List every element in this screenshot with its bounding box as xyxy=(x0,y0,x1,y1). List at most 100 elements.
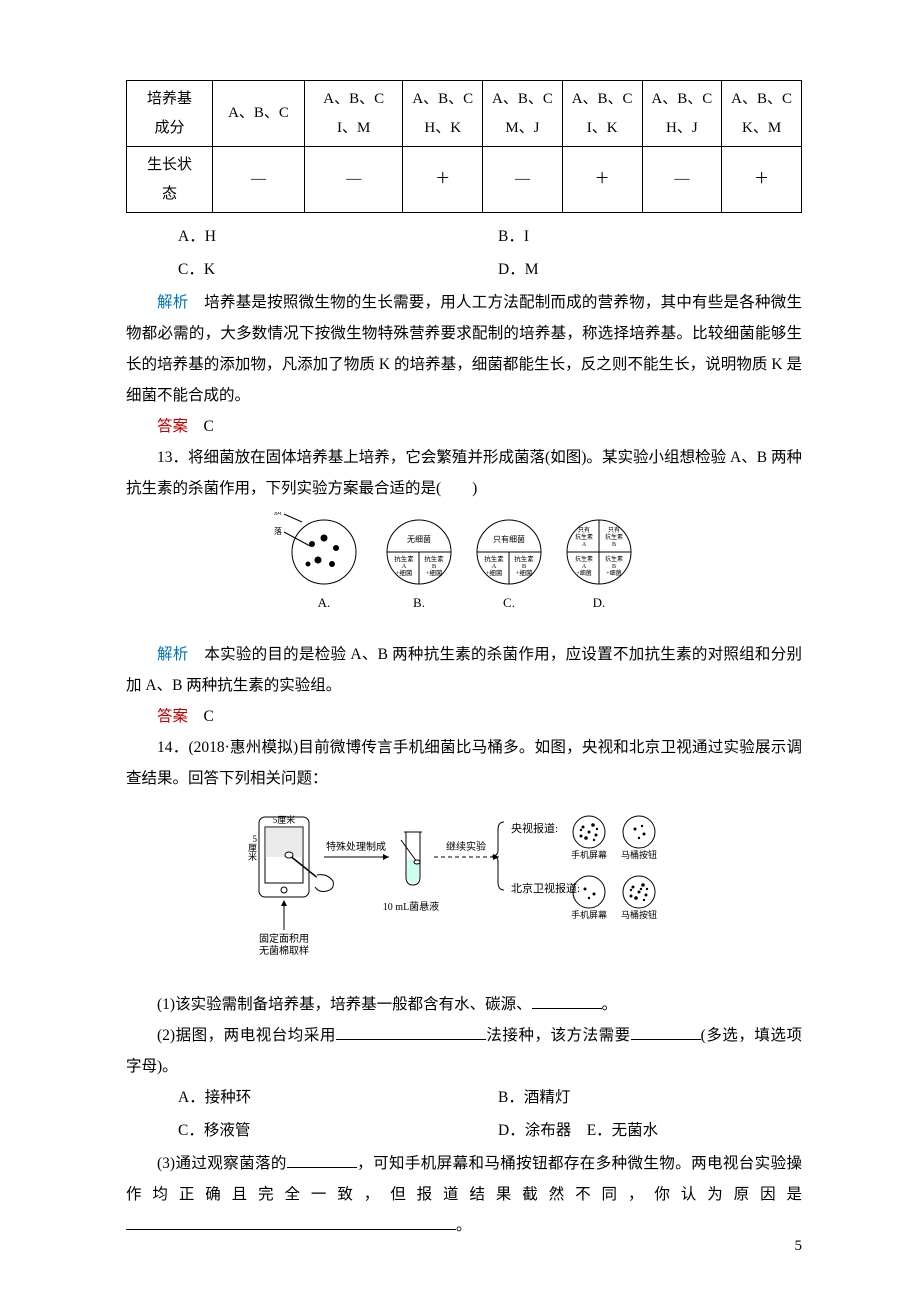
svg-text:北京卫视报道:: 北京卫视报道: xyxy=(511,881,580,895)
ans-text: C xyxy=(188,708,214,725)
cell: ＋ xyxy=(562,147,642,213)
svg-text:菌落: 菌落 xyxy=(274,526,282,536)
q13-answer: 答案 C xyxy=(126,701,802,732)
svg-text:+细菌: +细菌 xyxy=(426,568,443,577)
cell: ＋ xyxy=(722,147,802,213)
cell-text: H、K xyxy=(424,120,461,136)
cell-text: A、B、C xyxy=(731,91,792,107)
svg-text:抗生素: 抗生素 xyxy=(394,554,414,563)
svg-text:抗生素: 抗生素 xyxy=(514,554,534,563)
svg-text:抗生素: 抗生素 xyxy=(575,555,593,563)
cell-text: M、J xyxy=(505,120,539,136)
blank xyxy=(336,1024,486,1041)
dishes-svg: 营养物质 菌落 无细菌 抗生素 A +细菌 抗生素 B +细菌 xyxy=(274,512,654,622)
cell: A、B、C K、M xyxy=(722,81,802,147)
blank xyxy=(126,1214,456,1231)
experiment-svg: 5厘米 5厘米 固定面积用 无菌棉取样 特殊处理制成 xyxy=(239,802,689,972)
ans-label: 答案 xyxy=(157,418,188,435)
fig-label-b: B. xyxy=(413,595,425,610)
cell: ＋ xyxy=(403,147,483,213)
q12-answer: 答案 C xyxy=(126,411,802,442)
cell-text: 生长状 xyxy=(147,157,192,173)
svg-text:无细菌: 无细菌 xyxy=(407,534,431,544)
svg-text:B: B xyxy=(612,542,616,548)
q12-explanation: 解析 培养基是按照微生物的生长需要，用人工方法配制而成的营养物，其中有些是各种微… xyxy=(126,287,802,411)
q14-opt-c: C．移液管 xyxy=(178,1115,498,1146)
cell-text: 态 xyxy=(162,186,177,202)
text: 。 xyxy=(602,996,618,1013)
page-number: 5 xyxy=(795,1231,803,1261)
cell-text: A、B、C xyxy=(492,91,553,107)
medium-table: 培养基 成分 A、B、C A、B、C I、M A、B、C H、K A、B、C M… xyxy=(126,80,802,213)
svg-text:5厘米: 5厘米 xyxy=(273,814,296,825)
cell: — xyxy=(212,147,304,213)
cell: A、B、C I、K xyxy=(562,81,642,147)
row1-head: 培养基 成分 xyxy=(127,81,213,147)
table-row: 生长状 态 — — ＋ — ＋ — ＋ xyxy=(127,147,802,213)
cell: — xyxy=(305,147,403,213)
q14-figure: 5厘米 5厘米 固定面积用 无菌棉取样 特殊处理制成 xyxy=(126,802,802,983)
svg-text:继续实验: 继续实验 xyxy=(446,840,486,853)
cell-text: A、B、C xyxy=(572,91,633,107)
expl-text: 本实验的目的是检验 A、B 两种抗生素的杀菌作用，应设置不加抗生素的对照组和分别… xyxy=(126,646,802,694)
cell: A、B、C H、J xyxy=(642,81,722,147)
expl-text: 培养基是按照微生物的生长需要，用人工方法配制而成的营养物，其中有些是各种微生物都… xyxy=(126,294,802,404)
q12-opt-d: D．M xyxy=(498,254,538,285)
svg-text:抗生素: 抗生素 xyxy=(605,533,623,541)
svg-text:特殊处理制成: 特殊处理制成 xyxy=(326,840,386,853)
q14-p2: (2)据图，两电视台均采用法接种，该方法需要(多选，填选项字母)。 xyxy=(126,1020,802,1082)
fig-label-a: A. xyxy=(318,595,331,610)
svg-text:A: A xyxy=(582,542,587,548)
svg-text:+细菌: +细菌 xyxy=(486,568,503,577)
svg-text:手机屏幕: 手机屏幕 xyxy=(571,909,607,920)
svg-text:只有细菌: 只有细菌 xyxy=(493,534,525,544)
svg-text:+细菌: +细菌 xyxy=(516,568,533,577)
svg-text:马桶按钮: 马桶按钮 xyxy=(621,909,657,920)
q14-opt-a: A．接种环 xyxy=(178,1082,498,1113)
fig-label-c: C. xyxy=(503,595,515,610)
q14-options-row1: A．接种环 B．酒精灯 xyxy=(178,1082,802,1113)
expl-label: 解析 xyxy=(157,646,189,663)
text: (1)该实验需制备培养基，培养基一般都含有水、碳源、 xyxy=(157,996,532,1013)
svg-text:5厘米: 5厘米 xyxy=(248,834,258,862)
q14-opt-b: B．酒精灯 xyxy=(498,1082,570,1113)
q14-p3b: 。 xyxy=(126,1210,802,1241)
table-row: 培养基 成分 A、B、C A、B、C I、M A、B、C H、K A、B、C M… xyxy=(127,81,802,147)
q14-p1: (1)该实验需制备培养基，培养基一般都含有水、碳源、 。 xyxy=(126,989,802,1020)
cell: A、B、C I、M xyxy=(305,81,403,147)
svg-text:+细菌: +细菌 xyxy=(606,569,621,577)
svg-text:B: B xyxy=(432,563,437,570)
q12-options-row1: A．H B．I xyxy=(178,221,802,252)
cell-text: I、K xyxy=(587,120,618,136)
svg-text:抗生素: 抗生素 xyxy=(605,555,623,563)
text: 法接种，该方法需要 xyxy=(486,1027,631,1044)
svg-text:马桶按钮: 马桶按钮 xyxy=(621,849,657,860)
svg-text:只有: 只有 xyxy=(608,526,620,534)
cell-text: A、B、C xyxy=(651,91,712,107)
blank xyxy=(631,1024,701,1041)
q14-stem: 14．(2018·惠州模拟)目前微博传言手机细菌比马桶多。如图，央视和北京卫视通… xyxy=(126,732,802,794)
ans-text: C xyxy=(188,418,214,435)
q13-figure: 营养物质 菌落 无细菌 抗生素 A +细菌 抗生素 B +细菌 xyxy=(126,512,802,633)
cell: — xyxy=(483,147,563,213)
ans-label: 答案 xyxy=(157,708,188,725)
svg-text:A: A xyxy=(492,563,497,570)
cell-text: A、B、C xyxy=(412,91,473,107)
q14-options-row2: C．移液管 D．涂布器 E．无菌水 xyxy=(178,1115,802,1146)
svg-text:+细菌: +细菌 xyxy=(396,568,413,577)
row2-head: 生长状 态 xyxy=(127,147,213,213)
q13-explanation: 解析 本实验的目的是检验 A、B 两种抗生素的杀菌作用，应设置不加抗生素的对照组… xyxy=(126,639,802,701)
cell-text: A、B、C xyxy=(323,91,384,107)
q12-opt-a: A．H xyxy=(178,221,498,252)
text: (2)据图，两电视台均采用 xyxy=(157,1027,336,1044)
cell-text: K、M xyxy=(742,120,781,136)
svg-text:无菌棉取样: 无菌棉取样 xyxy=(259,944,309,957)
text: 。 xyxy=(456,1217,472,1234)
svg-text:手机屏幕: 手机屏幕 xyxy=(571,849,607,860)
cell: — xyxy=(642,147,722,213)
svg-text:A: A xyxy=(402,563,407,570)
q14-p3: (3)通过观察菌落的，可知手机屏幕和马桶按钮都存在多种微生物。两电视台实验操作均… xyxy=(126,1148,802,1210)
svg-text:抗生素: 抗生素 xyxy=(484,554,504,563)
cell-text: H、J xyxy=(666,120,698,136)
blank xyxy=(532,993,602,1010)
